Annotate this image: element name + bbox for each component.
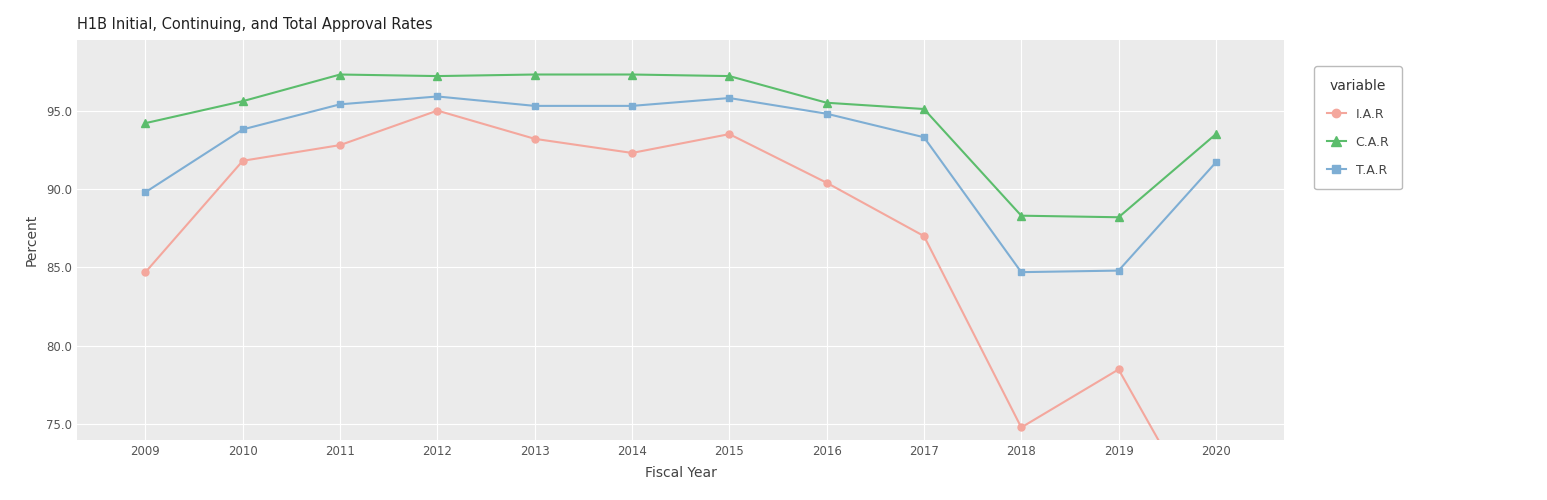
Legend: I.A.R, C.A.R, T.A.R: I.A.R, C.A.R, T.A.R [1315, 66, 1402, 189]
Y-axis label: Percent: Percent [25, 214, 39, 266]
X-axis label: Fiscal Year: Fiscal Year [645, 466, 716, 480]
Text: H1B Initial, Continuing, and Total Approval Rates: H1B Initial, Continuing, and Total Appro… [77, 17, 433, 32]
